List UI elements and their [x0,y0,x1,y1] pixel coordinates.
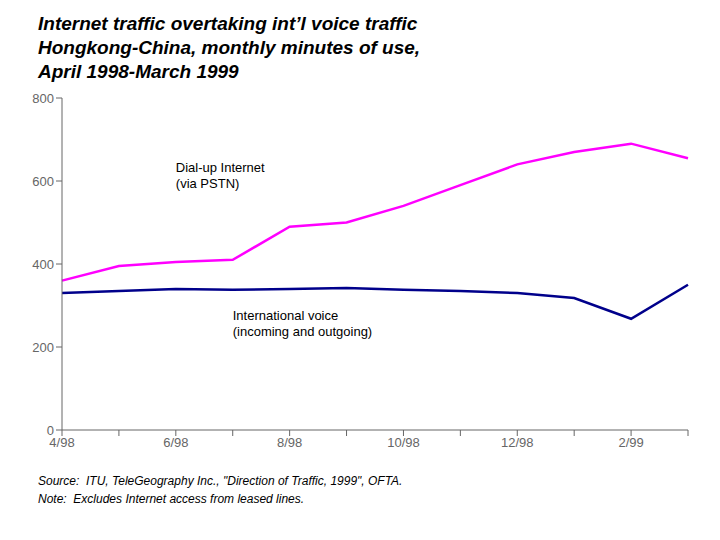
svg-text:200: 200 [32,340,54,355]
html-text:Hongkong-China, monthly minute: Hongkong-China, monthly minutes of use, … [38,37,421,82]
svg-text:International voice(incoming a: International voice(incoming and outgoin… [233,308,372,339]
svg-text:10/98: 10/98 [387,435,420,450]
html-text:Note: Excludes Internet access: Note: Excludes Internet access from leas… [38,492,305,506]
svg-text:4/98: 4/98 [49,435,75,451]
svg-text:2/99: 2/99 [618,435,643,450]
svg-text:6/98: 6/98 [163,435,188,450]
svg-text:8/98: 8/98 [277,435,302,450]
html-text:Source: ITU, TeleGeography Inc: Source: ITU, TeleGeography Inc., "Direct… [38,474,403,488]
svg-text:12/98: 12/98 [501,435,534,450]
svg-text:800: 800 [32,91,54,106]
svg-text:400: 400 [32,257,54,272]
html-text:Internet traffic overtaking in: Internet traffic overtaking int’l voice … [38,13,418,34]
svg-text:0: 0 [47,423,54,438]
svg-text:600: 600 [32,174,54,189]
svg-text:Dial-up Internet(via PSTN): Dial-up Internet(via PSTN) [176,160,265,191]
